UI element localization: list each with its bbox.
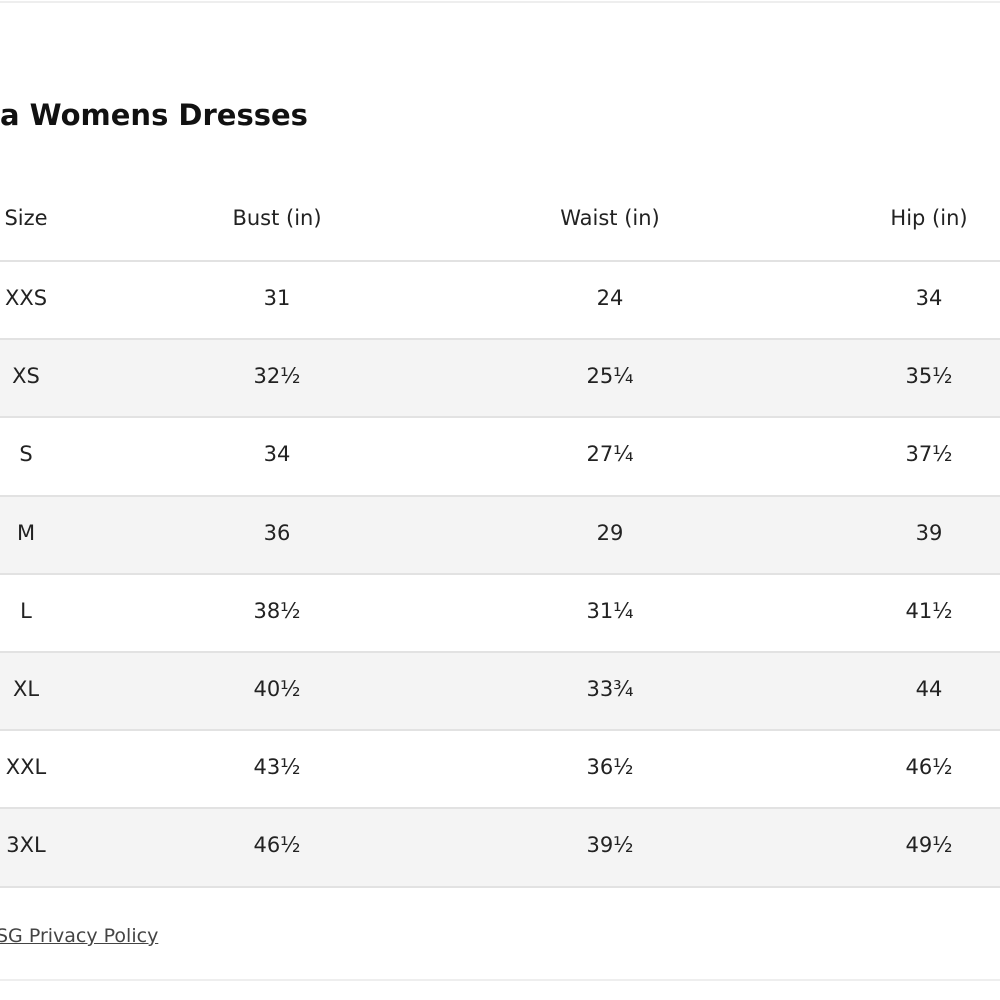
page-title: a Womens Dresses: [0, 98, 308, 132]
measure-cell: 31¼: [586, 598, 634, 623]
measure-cell: 24: [596, 286, 624, 310]
size-cell: S: [19, 442, 33, 467]
measure-cell: 29: [596, 520, 624, 545]
table-row: XS 32½ 25¼ 35½: [0, 340, 1000, 419]
column-header: Size: [4, 206, 48, 230]
size-cell: M: [16, 520, 36, 545]
measure-cell: 46½: [253, 833, 301, 858]
table-row: XXL 43½ 36½ 46½: [0, 731, 1000, 810]
measure-cell: 34: [263, 442, 291, 467]
table-row: L 38½ 31¼ 41½: [0, 575, 1000, 653]
measure-cell: 25¼: [586, 364, 634, 389]
column-header: Waist (in): [560, 206, 660, 230]
table-row: XL 40½ 33¾ 44: [0, 653, 1000, 732]
table-row: M 36 29 39: [0, 496, 1000, 575]
measure-cell: 43½: [253, 755, 301, 780]
column-header: Bust (in): [232, 206, 322, 230]
header-row: Size Bust (in) Waist (in) Hip (in): [0, 180, 1000, 262]
size-cell: XXS: [4, 286, 48, 310]
measure-cell: 39: [915, 520, 943, 545]
table-row: S 34 27¼ 37½: [0, 418, 1000, 497]
privacy-link[interactable]: SG Privacy Policy: [0, 925, 159, 947]
size-cell: XL: [12, 677, 40, 701]
measure-cell: 40½: [253, 677, 301, 701]
table-row: XXS 31 24 34: [0, 262, 1000, 341]
measure-cell: 49½: [905, 833, 953, 858]
divider: [0, 1, 1000, 3]
column-header: Hip (in): [890, 206, 968, 230]
measure-cell: 36: [263, 520, 291, 545]
measure-cell: 27¼: [586, 442, 634, 467]
measure-cell: 31: [263, 286, 291, 310]
size-cell: XS: [12, 364, 40, 389]
size-cell: L: [20, 598, 32, 623]
size-cell: XXL: [5, 755, 47, 780]
measure-cell: 41½: [905, 598, 953, 623]
measure-cell: 36½: [586, 755, 634, 780]
measure-cell: 39½: [586, 833, 634, 858]
table-row: 3XL 46½ 39½ 49½: [0, 809, 1000, 888]
measure-cell: 37½: [905, 442, 953, 467]
measure-cell: 33¾: [586, 677, 634, 701]
measure-cell: 46½: [905, 755, 953, 780]
measure-cell: 44: [915, 677, 943, 701]
measure-cell: 38½: [253, 598, 301, 623]
measure-cell: 34: [915, 286, 943, 310]
size-cell: 3XL: [6, 833, 46, 858]
measure-cell: 32½: [253, 364, 301, 389]
divider: [0, 979, 1000, 981]
measure-cell: 35½: [905, 364, 953, 389]
